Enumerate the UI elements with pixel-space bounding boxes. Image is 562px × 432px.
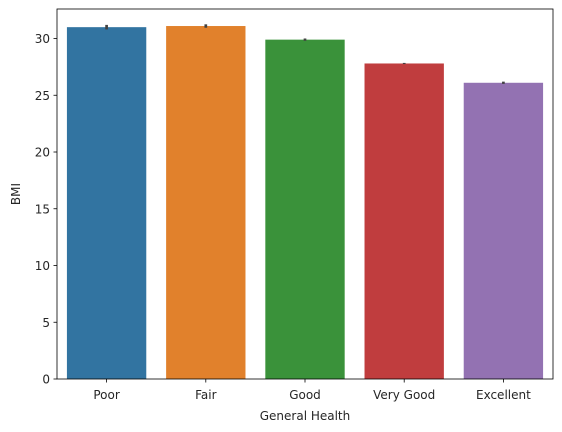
x-axis-label: General Health	[260, 409, 351, 423]
y-tick-label: 25	[35, 89, 50, 103]
x-tick-label: Fair	[195, 388, 216, 402]
x-tick-label: Very Good	[373, 388, 435, 402]
y-tick-label: 0	[42, 373, 50, 387]
y-tick-label: 10	[35, 259, 50, 273]
y-tick-label: 15	[35, 202, 50, 216]
error-bars	[105, 24, 505, 84]
bar-good	[265, 39, 345, 380]
bar-poor	[66, 27, 147, 379]
y-axis-label: BMI	[9, 183, 23, 205]
bars	[66, 26, 544, 380]
x-axis-ticks: Poor Fair Good Very Good Excellent	[93, 379, 531, 402]
bar-excellent	[463, 82, 544, 379]
y-tick-label: 5	[42, 316, 50, 330]
bar-fair	[166, 26, 246, 380]
x-tick-label: Good	[289, 388, 321, 402]
plot-frame	[56, 8, 554, 380]
bar-very-good	[364, 63, 444, 380]
y-axis-ticks: 0 5 10 15 20 25 30	[35, 32, 57, 387]
y-tick-label: 30	[35, 32, 50, 46]
x-tick-label: Poor	[93, 388, 119, 402]
x-tick-label: Excellent	[476, 388, 531, 402]
y-tick-label: 20	[35, 146, 50, 160]
